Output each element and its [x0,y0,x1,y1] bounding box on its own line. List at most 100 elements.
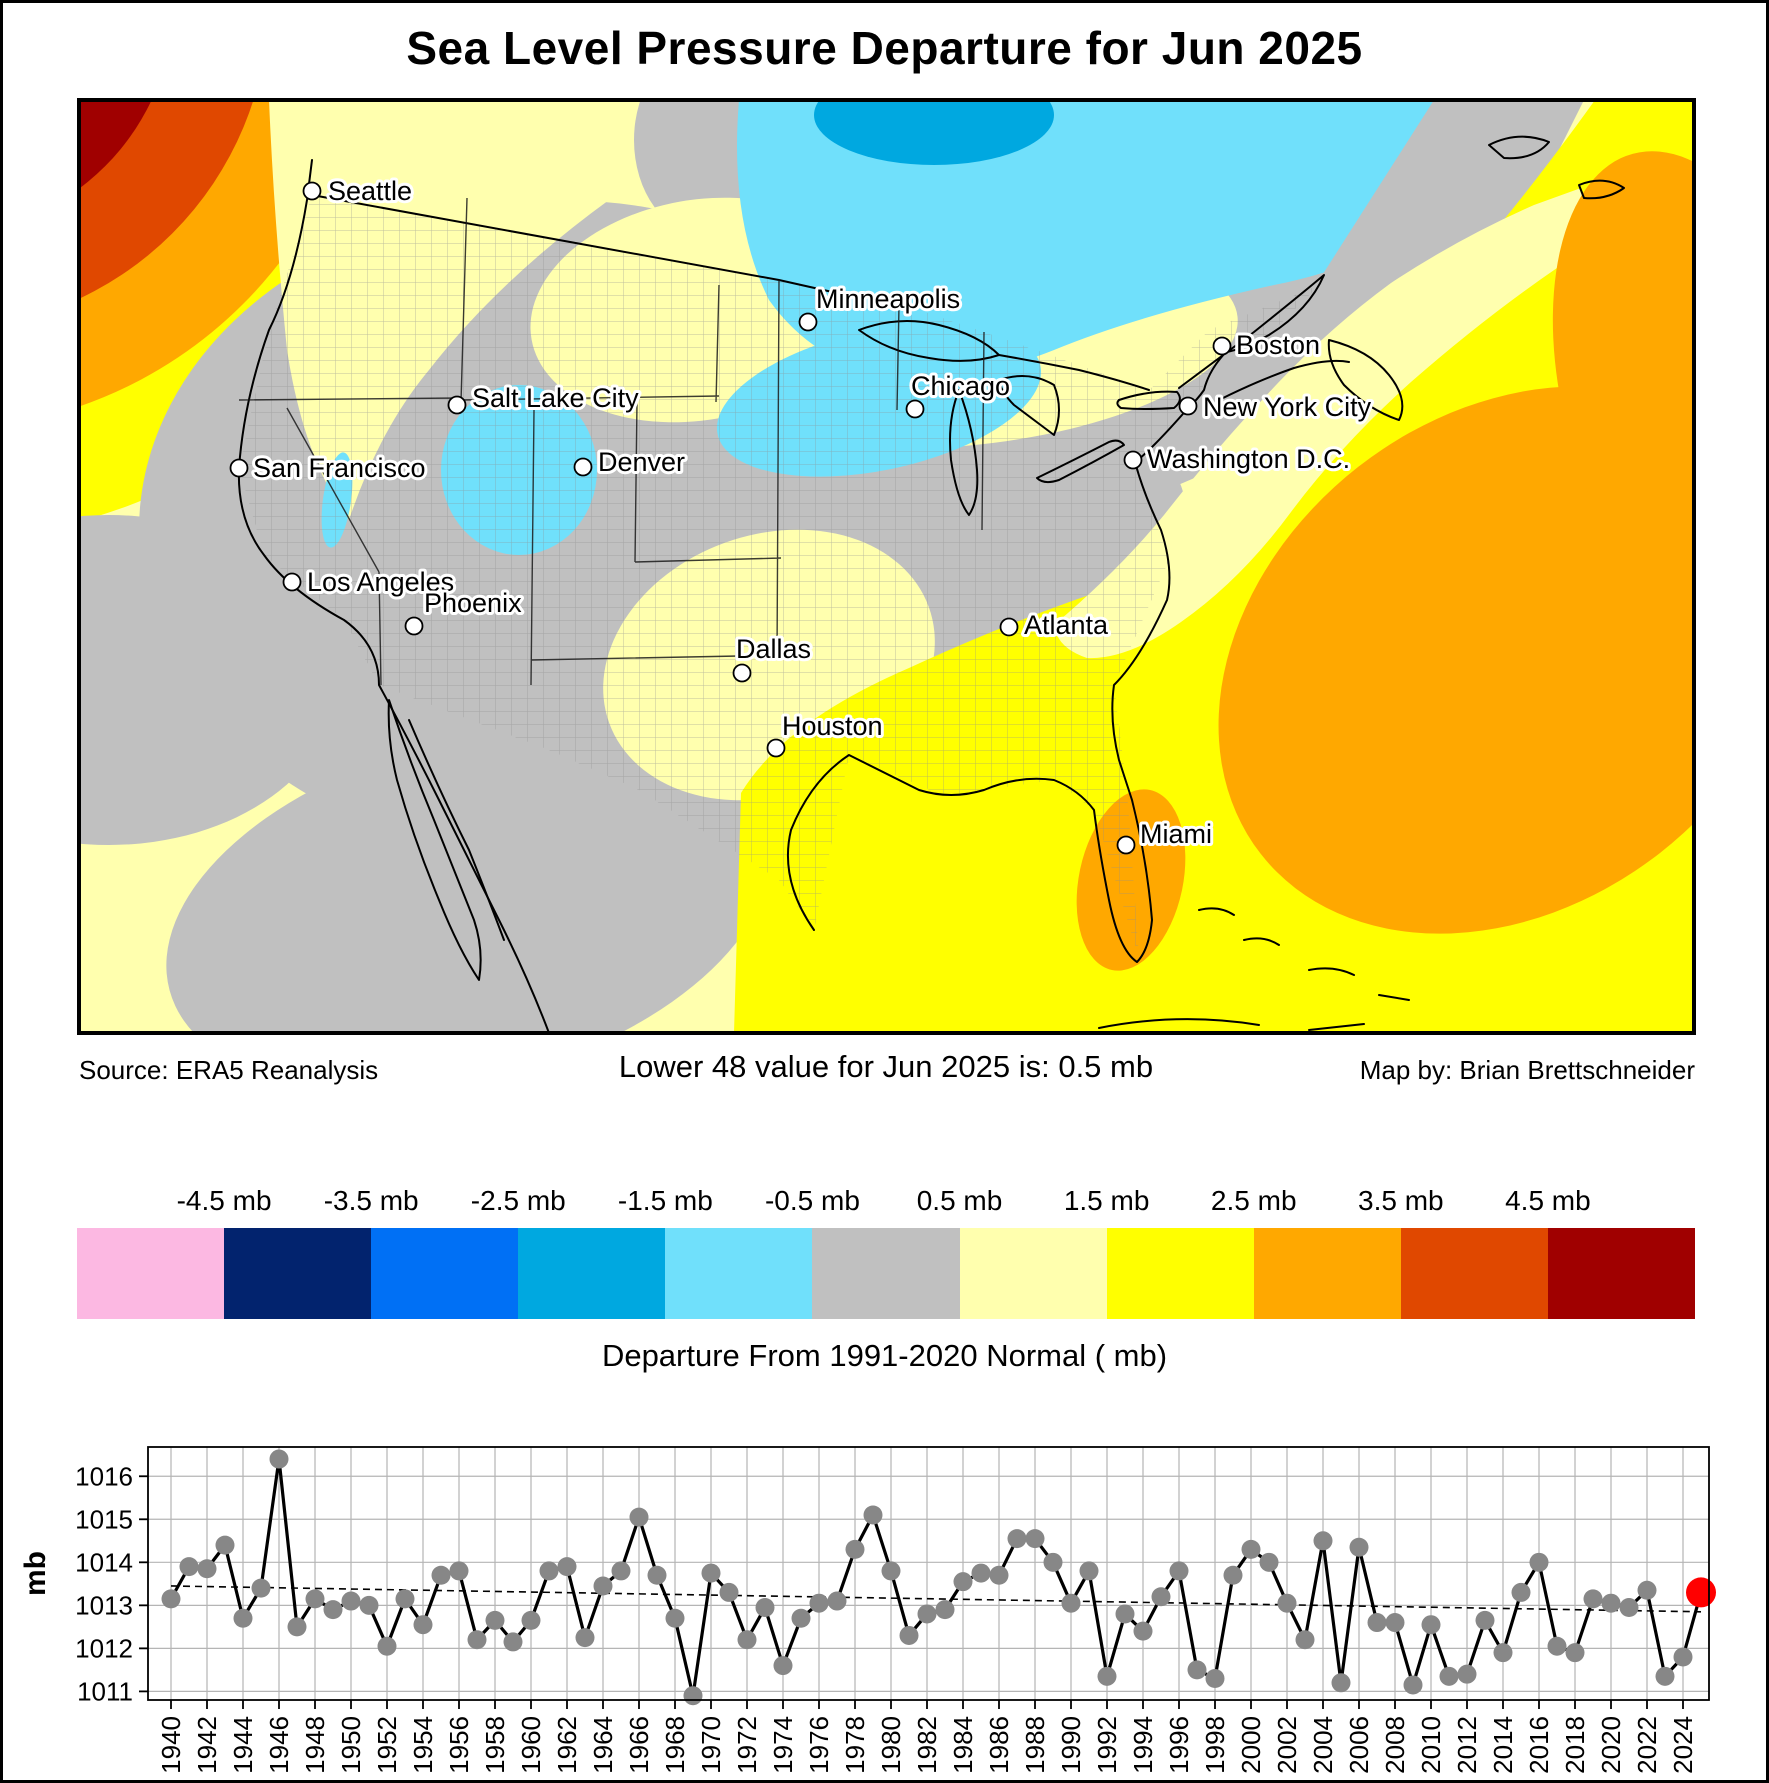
city-marker [732,663,752,683]
data-point [467,1630,487,1650]
data-point [809,1593,829,1613]
contour-cyan-core [814,100,1054,165]
data-point [1331,1673,1351,1693]
x-tick-label: 1980 [876,1716,906,1774]
x-tick-label: 2020 [1596,1716,1626,1774]
data-point [701,1563,721,1583]
data-point [1115,1604,1135,1624]
city-label: San Francisco [253,453,426,483]
legend-label: -3.5 mb [323,1185,419,1216]
data-point [161,1589,181,1609]
city-label: Boston [1236,330,1320,360]
data-point [1223,1565,1243,1585]
city-marker [999,617,1019,637]
x-tick-label: 1958 [480,1716,510,1774]
x-tick-label: 1946 [264,1716,294,1774]
data-point [845,1539,865,1559]
data-point [377,1636,397,1656]
city-marker [573,457,593,477]
x-tick-label: 2000 [1236,1716,1266,1774]
data-point [1259,1552,1279,1572]
x-tick-label: 2024 [1668,1716,1698,1774]
x-tick-label: 2016 [1524,1716,1554,1774]
data-point [485,1610,505,1630]
city-label: Los Angeles [307,567,454,597]
legend-label: 2.5 mb [1210,1185,1297,1216]
legend-swatch [371,1228,519,1319]
data-point [773,1656,793,1676]
data-point [593,1576,613,1596]
city-marker [404,616,424,636]
data-point [1277,1593,1297,1613]
data-point [1349,1537,1369,1557]
data-point [737,1630,757,1650]
page-title: Sea Level Pressure Departure for Jun 202… [406,22,1363,74]
x-tick-label: 1972 [732,1716,762,1774]
data-point [629,1507,649,1527]
contour-nw-redorange [79,100,254,299]
legend-label: -0.5 mb [764,1185,860,1216]
data-point [1655,1666,1675,1686]
data-point [1313,1531,1333,1551]
y-tick-label: 1015 [75,1504,133,1534]
data-point [1097,1666,1117,1686]
city-marker [302,181,322,201]
legend-label: -2.5 mb [470,1185,566,1216]
legend-label: 0.5 mb [916,1185,1003,1216]
data-point [1367,1613,1387,1633]
map-footer: Source: ERA5 Reanalysis Lower 48 value f… [77,1049,1695,1089]
source-text: Source: ERA5 Reanalysis [79,1055,379,1085]
x-tick-label: 1978 [840,1716,870,1774]
x-tick-label: 2004 [1308,1716,1338,1774]
legend-swatch [1106,1228,1254,1319]
city-label: Denver [598,447,685,477]
x-tick-label: 1960 [516,1716,546,1774]
data-point [1439,1666,1459,1686]
data-point [863,1505,883,1525]
map-panel: Seattle San Francisco Los Angeles Phoenix Sa… [77,98,1696,1035]
data-point [1619,1597,1639,1617]
x-tick-label: 2022 [1632,1716,1662,1774]
city-label: Miami [1140,819,1212,849]
data-point [1673,1647,1693,1667]
data-point [1403,1675,1423,1695]
data-point [521,1610,541,1630]
y-tick-label: 1011 [77,1676,133,1706]
city-label: Atlanta [1024,610,1109,640]
data-point [323,1600,343,1620]
x-tick-label: 1950 [336,1716,366,1774]
data-point [197,1559,217,1579]
data-point [1475,1610,1495,1630]
legend-label: 3.5 mb [1358,1185,1444,1216]
lower48-value-text: Lower 48 value for Jun 2025 is: 0.5 mb [618,1049,1154,1084]
x-tick-label: 1994 [1128,1716,1158,1774]
legend-swatch [1253,1228,1401,1319]
data-point [971,1563,991,1583]
state-borders [238,197,985,686]
data-point [1241,1539,1261,1559]
data-point [1061,1593,1081,1613]
data-point [989,1565,1009,1585]
x-tick-label: 1968 [660,1716,690,1774]
legend-caption: Departure From 1991-2020 Normal ( mb) [601,1338,1168,1373]
city-label: Phoenix [424,588,522,618]
plot-border [147,1446,1710,1701]
x-tick-label: 1962 [552,1716,582,1774]
data-point [1151,1587,1171,1607]
x-tick-label: 2002 [1272,1716,1302,1774]
data-point [1133,1621,1153,1641]
data-point [881,1561,901,1581]
y-tick-label: 1016 [75,1461,133,1491]
data-point [1529,1552,1549,1572]
city-marker [1123,450,1143,470]
data-point [287,1617,307,1637]
data-point [1493,1643,1513,1663]
data-points [161,1449,1716,1706]
data-point [1421,1615,1441,1635]
data-point [269,1449,289,1469]
y-tick-label: 1013 [75,1590,133,1620]
city-marker [798,312,818,332]
data-point [359,1595,379,1615]
x-tick-label: 1952 [372,1716,402,1774]
